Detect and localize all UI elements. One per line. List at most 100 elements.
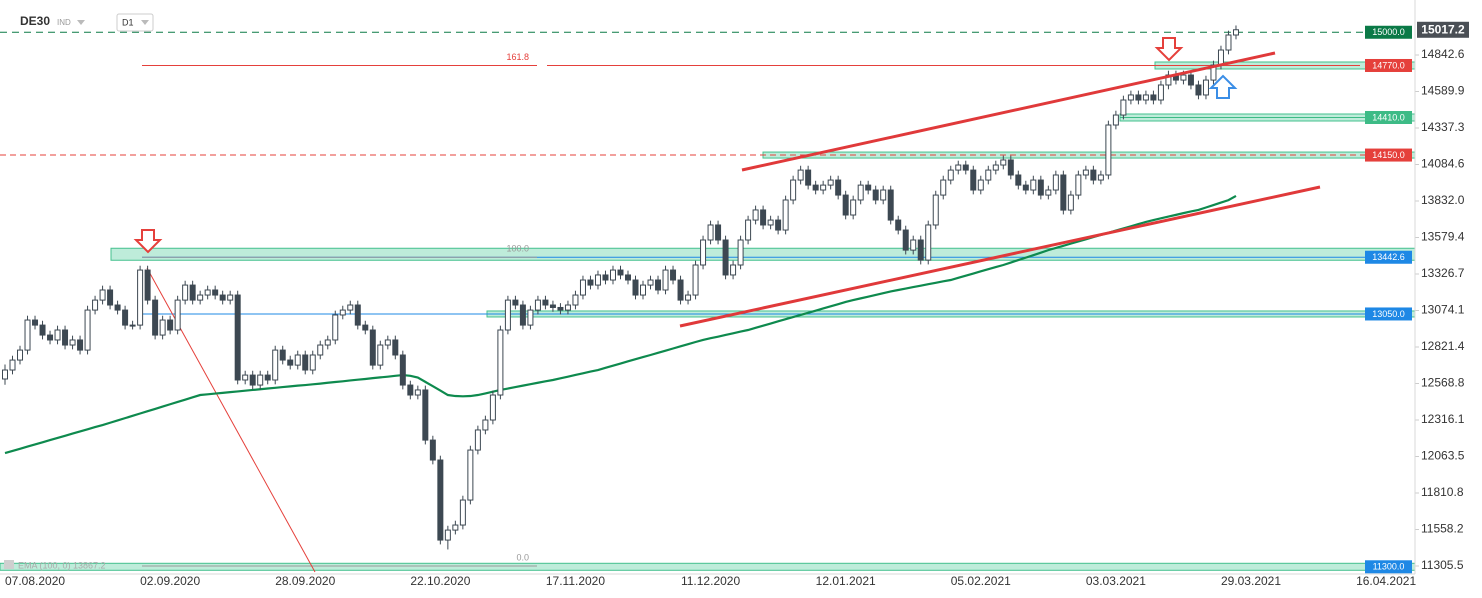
arrow-down <box>133 229 163 254</box>
candle-body <box>489 394 496 421</box>
candle-body <box>707 224 714 241</box>
candle-body <box>159 319 166 336</box>
candle-body <box>1052 174 1059 191</box>
level-label: 13050.0 <box>1372 309 1405 319</box>
candle-body <box>122 309 129 326</box>
candle-body <box>782 199 789 231</box>
candle-body <box>39 324 46 336</box>
candle-body <box>204 289 211 296</box>
candle-body <box>947 169 954 181</box>
candle-body <box>107 289 114 306</box>
candle-body <box>632 279 639 296</box>
indicator-icon <box>4 560 14 569</box>
candle-body <box>69 339 76 346</box>
candle-body <box>760 209 767 226</box>
candle-body <box>512 299 519 306</box>
candle-body <box>92 299 99 311</box>
candle-body <box>24 319 31 351</box>
candle-body <box>842 194 849 216</box>
candle-body <box>850 199 857 216</box>
candle-body <box>767 219 774 226</box>
candle-body <box>902 229 909 251</box>
y-tick-label: 14337.3 <box>1421 120 1465 134</box>
candle-body <box>895 219 902 231</box>
candle-body <box>692 264 699 296</box>
candle-body <box>32 319 39 326</box>
candle-body <box>617 269 624 276</box>
candle-body <box>384 339 391 346</box>
level-label-box <box>1365 58 1412 72</box>
candle-body <box>317 344 324 356</box>
candle-body <box>227 294 234 301</box>
candle-body <box>587 279 594 286</box>
candle-body <box>534 299 541 311</box>
y-tick-label: 12568.8 <box>1421 376 1465 390</box>
candle-body <box>519 304 526 326</box>
candle-body <box>1022 184 1029 191</box>
candle-body <box>1045 189 1052 196</box>
candle-body <box>137 269 144 326</box>
candle-body <box>174 299 181 331</box>
fib-label: 161.8 <box>506 52 529 62</box>
y-tick-label: 13832.0 <box>1421 193 1465 207</box>
candle-body <box>47 334 54 341</box>
candle-body <box>114 304 121 311</box>
candle-body <box>647 279 654 286</box>
timeframe-box[interactable] <box>116 13 154 32</box>
candle-body <box>805 169 812 186</box>
candle-body <box>279 349 286 361</box>
candle-body <box>1097 174 1104 181</box>
candle-body <box>572 294 579 306</box>
candle-body <box>497 329 504 396</box>
candle-body <box>309 354 316 371</box>
fib-label: 100.0 <box>506 244 529 254</box>
candle-body <box>249 374 256 386</box>
candle-body <box>99 289 106 301</box>
y-tick-label: 11558.2 <box>1421 522 1464 536</box>
candle-body <box>932 194 939 226</box>
candle-body <box>294 354 301 366</box>
dropdown-icon <box>77 20 85 25</box>
x-tick-label: 16.04.2021 <box>1356 574 1416 588</box>
candle-body <box>167 319 174 331</box>
trend-line-upper <box>741 51 1276 172</box>
ema-line <box>4 194 1237 455</box>
candle-body <box>482 419 489 431</box>
timeframe: D1 <box>122 17 134 27</box>
candle-body <box>459 499 466 526</box>
level-label: 13442.6 <box>1372 252 1405 262</box>
candle-body <box>857 184 864 201</box>
x-tick-label: 12.01.2021 <box>816 574 876 588</box>
x-tick-label: 29.03.2021 <box>1221 574 1281 588</box>
candle-body <box>594 274 601 286</box>
candle-body <box>84 309 91 351</box>
candle-body <box>887 189 894 221</box>
y-tick-label: 11810.8 <box>1421 485 1464 499</box>
candle-body <box>609 269 616 281</box>
level-label-box <box>1365 110 1412 124</box>
level-label: 11300.0 <box>1373 562 1405 572</box>
x-tick-label: 22.10.2020 <box>410 574 470 588</box>
candle-body <box>827 179 834 186</box>
y-tick-label: 14842.6 <box>1421 47 1465 61</box>
y-tick-label: 12821.4 <box>1421 339 1465 353</box>
zones-layer <box>0 31 1416 571</box>
y-tick-label: 13579.4 <box>1421 230 1465 244</box>
candle-body <box>287 359 294 366</box>
candle-body <box>925 224 932 261</box>
candle-body <box>392 339 399 356</box>
candle-body <box>302 354 309 371</box>
y-tick-label: 13074.1 <box>1421 303 1465 317</box>
candle-body <box>437 459 444 541</box>
candle-body <box>369 329 376 366</box>
candle-body <box>820 184 827 191</box>
y-tick-label: 12063.5 <box>1421 449 1465 463</box>
candle-body <box>670 269 677 281</box>
candle-body <box>504 299 511 331</box>
candle-body <box>324 339 331 346</box>
candle-body <box>182 284 189 301</box>
candle-body <box>257 374 264 386</box>
candle-body <box>242 374 249 381</box>
candle-body <box>1015 174 1022 186</box>
